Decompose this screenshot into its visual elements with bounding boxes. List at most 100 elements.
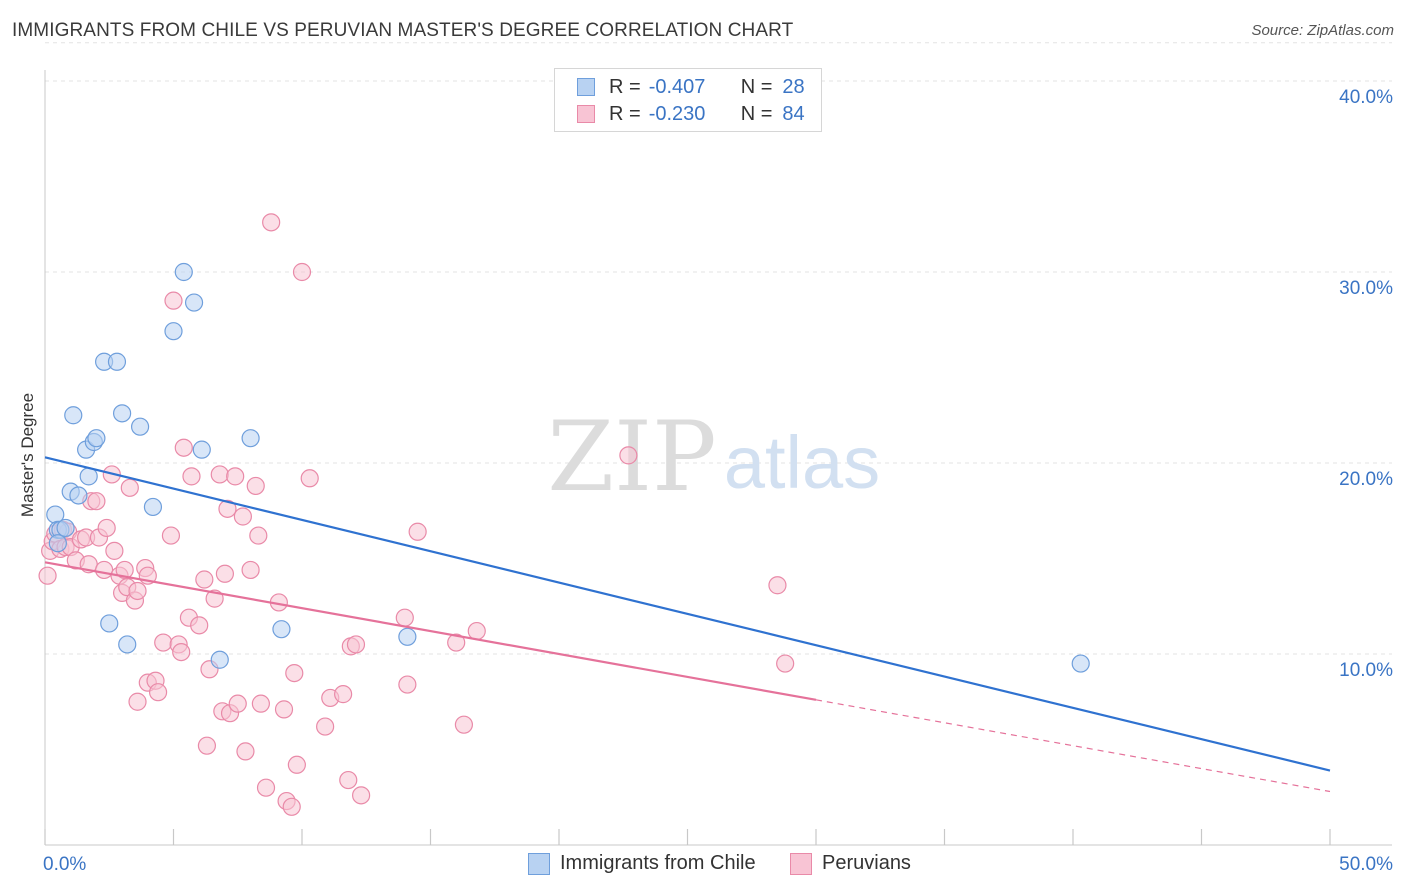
- n-value: 28: [782, 75, 805, 98]
- peruvians-point: [161, 526, 181, 545]
- grid-lines: [45, 42, 1392, 655]
- chile-point: [69, 486, 88, 505]
- chile-point: [130, 417, 150, 436]
- peruvians-point: [287, 755, 306, 774]
- y-tick-label: 20.0%: [1339, 469, 1393, 490]
- peruvians-points: [38, 213, 795, 816]
- peruvians-point: [300, 469, 319, 488]
- peruvians-point: [339, 770, 358, 790]
- peruvians-point: [148, 683, 168, 702]
- trend-lines: [44, 456, 1331, 793]
- source-credit: Source: ZipAtlas.com: [1251, 22, 1394, 39]
- peruvians-point: [38, 566, 57, 585]
- chile-point: [192, 440, 211, 459]
- peruvians-point: [249, 526, 268, 545]
- watermark-atlas: atlas: [724, 421, 880, 504]
- legend-swatch-pink: [790, 852, 812, 875]
- legend-label-chile: Immigrants from Chile: [560, 852, 756, 874]
- y-tick-label: 30.0%: [1339, 278, 1393, 299]
- chile-point: [241, 429, 260, 448]
- peruvians-point: [210, 465, 229, 484]
- x-tick-label: 50.0%: [1339, 854, 1393, 875]
- peruvians-point: [395, 608, 414, 627]
- peruvians-point: [233, 507, 252, 526]
- chile-point: [174, 262, 193, 282]
- peruvians-point: [619, 446, 638, 465]
- chile-point: [112, 404, 132, 423]
- peruvians-point: [174, 438, 193, 457]
- correlation-legend: R = -0.407 N = 28 R = -0.230 N = 84: [554, 68, 822, 132]
- r-value: -0.230: [648, 102, 706, 125]
- peruvians-point: [346, 635, 366, 654]
- peruvians-point: [292, 262, 312, 282]
- legend-item-chile: Immigrants from Chile: [528, 852, 756, 875]
- peruvians-point: [164, 291, 183, 310]
- peruvians-trend-line-extension: [815, 699, 1331, 793]
- x-tick-label: 0.0%: [43, 854, 86, 875]
- chile-point: [398, 627, 417, 646]
- peruvians-point: [128, 692, 147, 711]
- legend-row-chile: R = -0.407 N = 28: [577, 74, 805, 100]
- peruvians-point: [97, 518, 116, 538]
- peruvians-point: [228, 694, 247, 713]
- peruvians-point: [447, 633, 466, 652]
- axes: [44, 70, 1392, 846]
- peruvians-point: [251, 694, 270, 713]
- chile-point: [87, 429, 106, 448]
- chile-point: [143, 497, 163, 517]
- series-legend: Immigrants from Chile Peruvians: [0, 852, 1406, 878]
- peruvians-point: [215, 564, 234, 583]
- chile-points: [46, 262, 1090, 673]
- y-tick-label: 10.0%: [1339, 660, 1393, 681]
- peruvians-trend-line: [44, 561, 817, 701]
- legend-item-peruvians: Peruvians: [790, 852, 911, 875]
- peruvians-point: [256, 778, 276, 797]
- legend-swatch-blue: [577, 78, 595, 96]
- chile-point: [48, 534, 67, 553]
- peruvians-point: [197, 736, 217, 755]
- peruvians-point: [274, 700, 294, 719]
- legend-swatch-blue: [528, 852, 550, 875]
- peruvians-point: [120, 478, 139, 497]
- chile-point: [64, 406, 83, 425]
- peruvians-point: [87, 492, 106, 511]
- peruvians-point: [285, 663, 304, 683]
- r-label: R =: [609, 75, 641, 98]
- peruvians-point: [768, 576, 787, 595]
- chart-title: IMMIGRANTS FROM CHILE VS PERUVIAN MASTER…: [12, 20, 794, 41]
- chile-point: [1071, 654, 1090, 673]
- n-value: 84: [782, 102, 805, 125]
- peruvians-point: [172, 642, 191, 662]
- chile-point: [164, 322, 183, 341]
- peruvians-point: [408, 522, 427, 541]
- chile-point: [184, 293, 204, 312]
- peruvians-point: [218, 499, 237, 518]
- chile-point: [210, 650, 229, 669]
- peruvians-point: [334, 685, 353, 704]
- chile-trend-line: [44, 456, 1331, 772]
- peruvians-point: [262, 213, 281, 232]
- y-tick-label: 40.0%: [1339, 87, 1393, 108]
- legend-swatch-pink: [577, 105, 595, 123]
- peruvians-point: [316, 717, 335, 736]
- n-label: N =: [740, 102, 773, 125]
- tick-labels: 10.0% 20.0% 30.0% 40.0% 0.0% 50.0%: [43, 87, 1393, 875]
- peruvians-point: [467, 621, 486, 641]
- peruvians-point: [282, 797, 301, 816]
- peruvians-point: [95, 560, 114, 580]
- chile-point: [107, 352, 127, 371]
- peruvians-point: [226, 467, 245, 486]
- peruvians-point: [398, 675, 417, 694]
- y-axis-label: Master's Degree: [18, 393, 37, 517]
- peruvians-point: [128, 581, 147, 601]
- n-label: N =: [740, 75, 773, 98]
- chile-point: [56, 518, 75, 538]
- legend-row-peruvians: R = -0.230 N = 84: [577, 101, 805, 127]
- peruvians-point: [352, 786, 371, 805]
- peruvians-point: [182, 467, 201, 486]
- chile-point: [118, 635, 137, 654]
- peruvians-point: [241, 560, 260, 580]
- peruvians-point: [154, 633, 173, 652]
- peruvians-point: [105, 541, 124, 560]
